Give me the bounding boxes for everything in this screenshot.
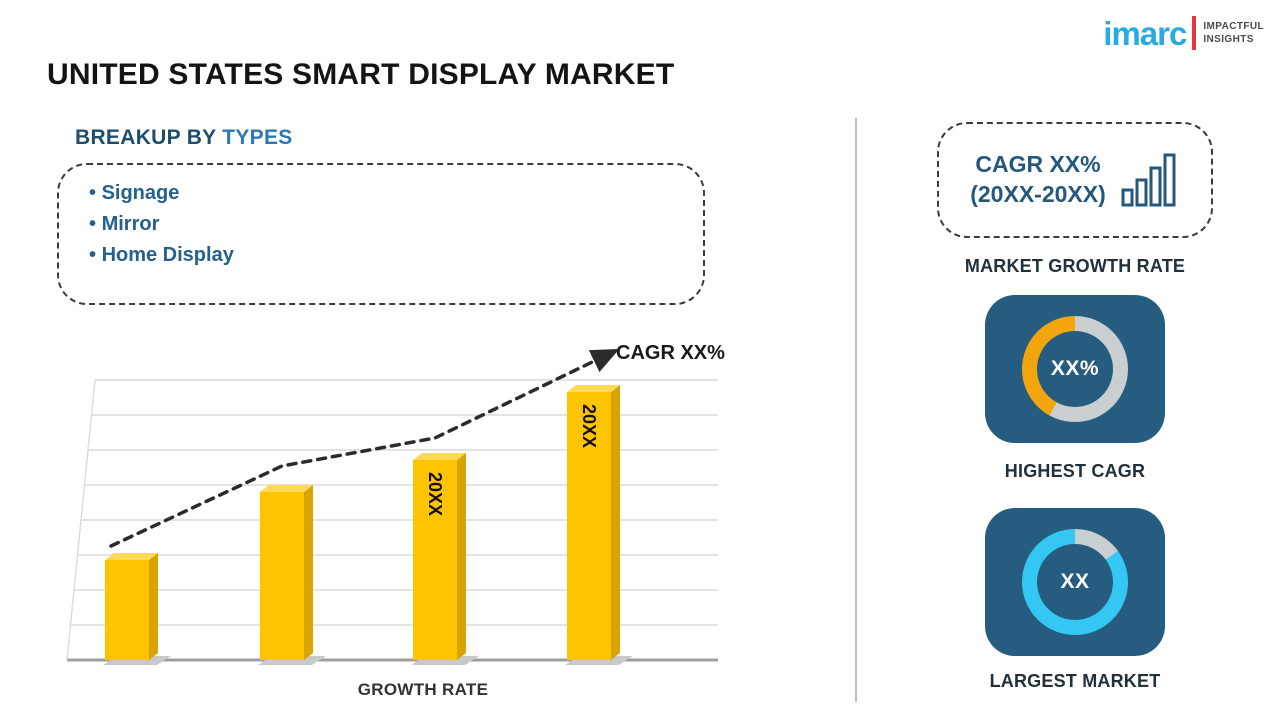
breakup-item-mirror: Mirror: [89, 209, 683, 240]
bar-label: 20XX: [425, 472, 445, 516]
growth-card-line1: CAGR XX%: [975, 151, 1101, 178]
breakup-heading: BREAKUP BY TYPES: [75, 126, 293, 150]
bar-chart-icon: [1121, 153, 1176, 207]
chart-x-axis-label: GROWTH RATE: [357, 680, 489, 699]
highest-cagr-label: HIGHEST CAGR: [1004, 461, 1146, 481]
market-growth-rate-label: MARKET GROWTH RATE: [964, 256, 1186, 276]
largest-market-label: LARGEST MARKET: [989, 671, 1161, 691]
bar: [567, 392, 611, 660]
highest-cagr-donut: XX%: [1022, 316, 1128, 422]
bar-side-face: [611, 385, 620, 660]
trend-arrow: [109, 348, 620, 548]
imarc-logo: imarc IMPACTFUL INSIGHTS: [1103, 16, 1264, 50]
imarc-logo-text: imarc: [1103, 14, 1187, 52]
bar-side-face: [457, 453, 466, 660]
growth-card-line2: (20XX-20XX): [970, 181, 1106, 207]
highest-cagr-card: XX%: [985, 295, 1165, 443]
icon-bar-3: [1149, 166, 1162, 207]
bar-top-face: [105, 553, 158, 560]
highest-cagr-value: XX%: [1050, 357, 1100, 380]
breakup-item-signage: Signage: [89, 178, 683, 209]
bar-side-face: [304, 485, 313, 660]
logo-tagline: IMPACTFUL INSIGHTS: [1203, 20, 1264, 46]
logo-tagline-line1: IMPACTFUL: [1203, 21, 1264, 32]
growth-card-text: CAGR XX% (20XX-20XX): [970, 150, 1106, 210]
breakup-item-home-display: Home Display: [89, 240, 683, 271]
bar-top-face: [413, 453, 466, 460]
growth-chart-area: 20XX 20XX: [58, 330, 748, 702]
growth-bar-chart: 20XX 20XX: [66, 348, 718, 665]
market-growth-rate-card: CAGR XX% (20XX-20XX): [937, 122, 1213, 238]
bar: [413, 460, 457, 660]
page-title: UNITED STATES SMART DISPLAY MARKET: [47, 58, 675, 91]
bar-top-face: [567, 385, 620, 392]
y-axis-edge: [66, 379, 96, 661]
logo-tagline-line2: INSIGHTS: [1203, 34, 1254, 45]
largest-market-card: XX: [985, 508, 1165, 656]
logo-divider-bar: [1192, 16, 1197, 50]
trend-cagr-label: CAGR XX%: [616, 342, 725, 364]
bar-side-face: [149, 553, 158, 660]
icon-bar-4: [1163, 153, 1176, 207]
bar: [260, 492, 304, 660]
bar-top-face: [260, 485, 313, 492]
icon-bar-2: [1135, 178, 1148, 207]
breakup-heading-highlight: TYPES: [222, 126, 293, 149]
icon-bar-1: [1121, 188, 1134, 207]
largest-market-value: XX: [1060, 570, 1090, 593]
largest-market-donut: XX: [1022, 529, 1128, 635]
breakup-types-box: Signage Mirror Home Display: [57, 163, 705, 305]
breakup-heading-prefix: BREAKUP BY: [75, 126, 217, 149]
bar-label: 20XX: [579, 404, 599, 448]
bar: [105, 560, 149, 660]
vertical-divider: [855, 118, 857, 702]
